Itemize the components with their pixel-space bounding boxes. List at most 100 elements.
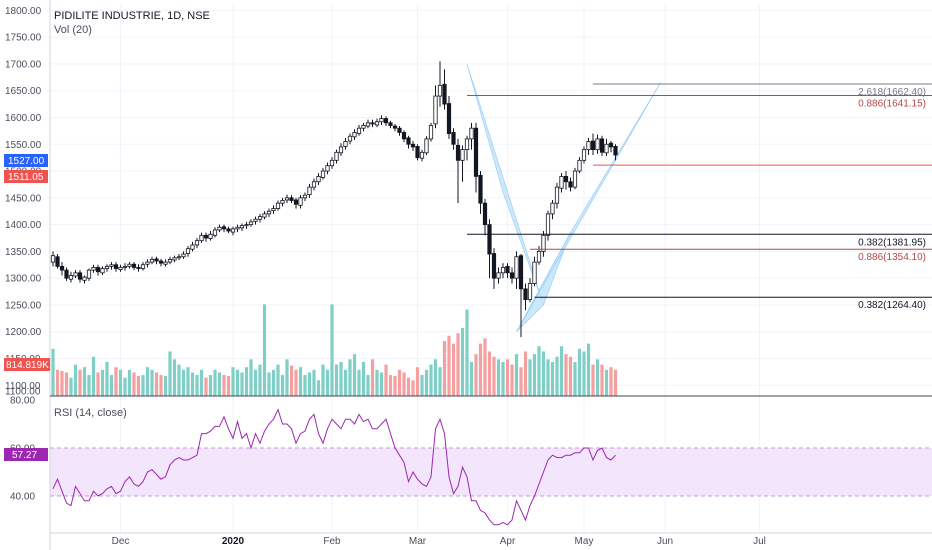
date-tick-label: Mar [409,536,427,547]
volume-bar [213,369,217,396]
volume-bar [501,361,505,396]
candlestick-series [50,61,618,338]
candle-body [253,218,258,222]
candle-body [149,259,155,263]
price-tick-label: 1800.00 [5,6,42,17]
volume-bar [321,364,325,396]
volume-bar [100,369,105,396]
volume-bar [492,356,496,396]
volume-bar [303,375,307,396]
date-tick-label: 2020 [222,536,245,547]
volume-bar [415,367,420,396]
volume-bar [406,377,411,396]
volume-bar [109,375,114,396]
volume-bar [289,365,294,396]
price-tick-label: 1750.00 [5,33,42,44]
price-tick-label: 1350.00 [5,247,42,258]
volume-bar [96,372,100,396]
rsi-pane [50,408,932,526]
rsi-band [50,448,932,496]
volume-bar [276,364,280,396]
svg-text:1511.05: 1511.05 [8,172,44,183]
candle-body [545,213,551,236]
volume-bar [69,377,73,396]
candle-body [190,244,195,250]
volume-bar [375,369,379,396]
candle-body [172,257,177,261]
candle-body [311,181,317,188]
candle-body [77,272,83,280]
svg-text:1527.00: 1527.00 [8,156,45,167]
price-tick-label: 1100.00 [5,381,41,392]
volume-bar [523,351,528,396]
candle-body [280,200,285,204]
candle-body [428,125,434,140]
volume-bar [195,375,199,396]
candle-body [343,141,348,147]
svg-text:57.27: 57.27 [12,450,37,461]
volume-bar [447,335,451,396]
candle-body [307,186,312,196]
volume-bars [51,304,618,396]
candle-body [469,127,474,140]
candle-body [410,143,416,148]
volume-bar [586,343,591,396]
candle-body [491,253,497,279]
candle-body [473,127,479,177]
candle-body [464,138,470,151]
fib-level-label: 0.382(1264.40) [858,300,926,311]
volume-bar [204,377,208,396]
candle-body [356,127,362,134]
volume-bar [339,361,343,396]
volume-bar [460,327,465,396]
volume-bar [240,372,244,396]
price-tick-label: 1550.00 [5,140,42,151]
candle-body [604,143,609,154]
price-tick-label: 1700.00 [5,59,42,70]
candle-body [181,253,186,258]
volume-bar [487,351,492,396]
volume-bar [123,377,127,396]
volume-bar [154,372,159,396]
volume-bar [186,367,190,396]
candle-body [113,264,119,269]
candle-body [86,269,92,279]
volume-bar [298,367,303,396]
volume-bar [595,359,600,396]
candle-body [266,210,272,215]
volume-bar [330,304,334,396]
volume-bar [132,372,136,396]
candle-body [401,132,407,140]
date-tick-label: May [575,536,594,547]
candle-body [451,132,456,145]
candle-body [230,228,236,233]
candle-body [329,159,335,167]
price-badge-red: 1511.05 [4,170,48,183]
volume-bar [150,369,154,396]
candle-body [158,260,164,264]
volume-bar [271,369,276,396]
candle-body [365,122,371,127]
volume-bar [127,369,132,396]
candle-body [478,174,483,204]
candle-body [518,255,524,290]
candle-body [406,137,411,145]
candle-body [374,121,380,126]
candle-body [523,288,528,300]
volume-bar [469,361,474,396]
candle-body [145,261,150,265]
candle-body [424,138,429,154]
candle-body [271,208,276,212]
volume-bar [379,372,384,396]
fib-levels: 2.618(1662.40)0.886(1641.15) 0.382(1381.9… [467,83,932,311]
candle-body [163,261,168,265]
candle-body [379,118,384,123]
volume-bar [114,367,118,396]
volume-bar [51,348,55,396]
candle-body [559,175,564,189]
volume-bar [438,367,442,396]
volume-bar [519,367,523,396]
volume-bar [564,354,568,396]
volume-bar [582,351,586,396]
